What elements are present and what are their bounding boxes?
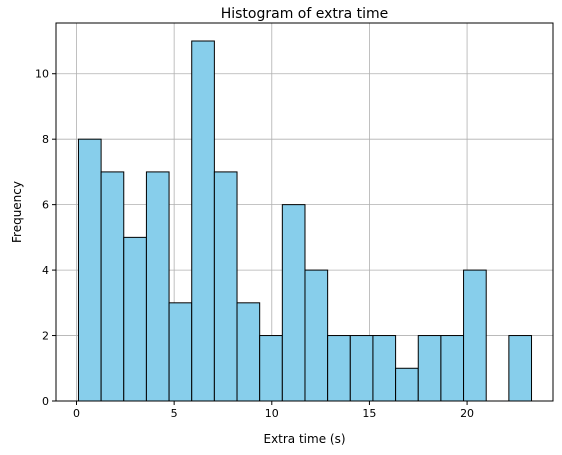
histogram-bar <box>508 335 533 402</box>
histogram-bar <box>100 171 125 402</box>
x-tick-label: 0 <box>73 407 80 420</box>
histogram-bar <box>236 302 261 402</box>
x-tick-label: 10 <box>265 407 279 420</box>
histogram-bar <box>304 269 329 402</box>
axis-ticks: 0 5 10 15 20 0 2 4 6 8 10 <box>35 68 474 420</box>
histogram-bar <box>440 335 465 402</box>
histogram-bar <box>417 335 442 402</box>
x-tick-label: 20 <box>460 407 474 420</box>
histogram-bar <box>123 236 147 402</box>
y-tick-label: 2 <box>42 330 49 343</box>
x-tick-label: 15 <box>362 407 376 420</box>
histogram-bar <box>349 335 374 402</box>
histogram-bar <box>281 204 306 402</box>
y-tick-label: 8 <box>42 133 49 146</box>
y-axis-label: Frequency <box>10 181 24 243</box>
histogram-bar <box>372 335 397 402</box>
histogram-bars <box>77 40 533 402</box>
histogram-bar <box>327 335 351 402</box>
y-tick-label: 0 <box>42 395 49 408</box>
histogram-bar <box>259 335 283 402</box>
chart-title: Histogram of extra time <box>221 6 389 22</box>
histogram-bar <box>395 367 419 402</box>
histogram-bar <box>191 40 215 402</box>
y-tick-label: 6 <box>42 199 49 212</box>
x-tick-label: 5 <box>171 407 178 420</box>
x-axis-label: Extra time (s) <box>263 432 345 446</box>
y-tick-label: 10 <box>35 68 49 81</box>
histogram-bar <box>145 171 170 402</box>
plot-area-frame <box>55 22 554 402</box>
histogram-bar <box>463 269 487 402</box>
histogram-bar <box>168 302 193 402</box>
histogram-bar <box>77 138 102 402</box>
y-tick-label: 4 <box>42 264 49 277</box>
histogram-bar <box>213 171 238 402</box>
